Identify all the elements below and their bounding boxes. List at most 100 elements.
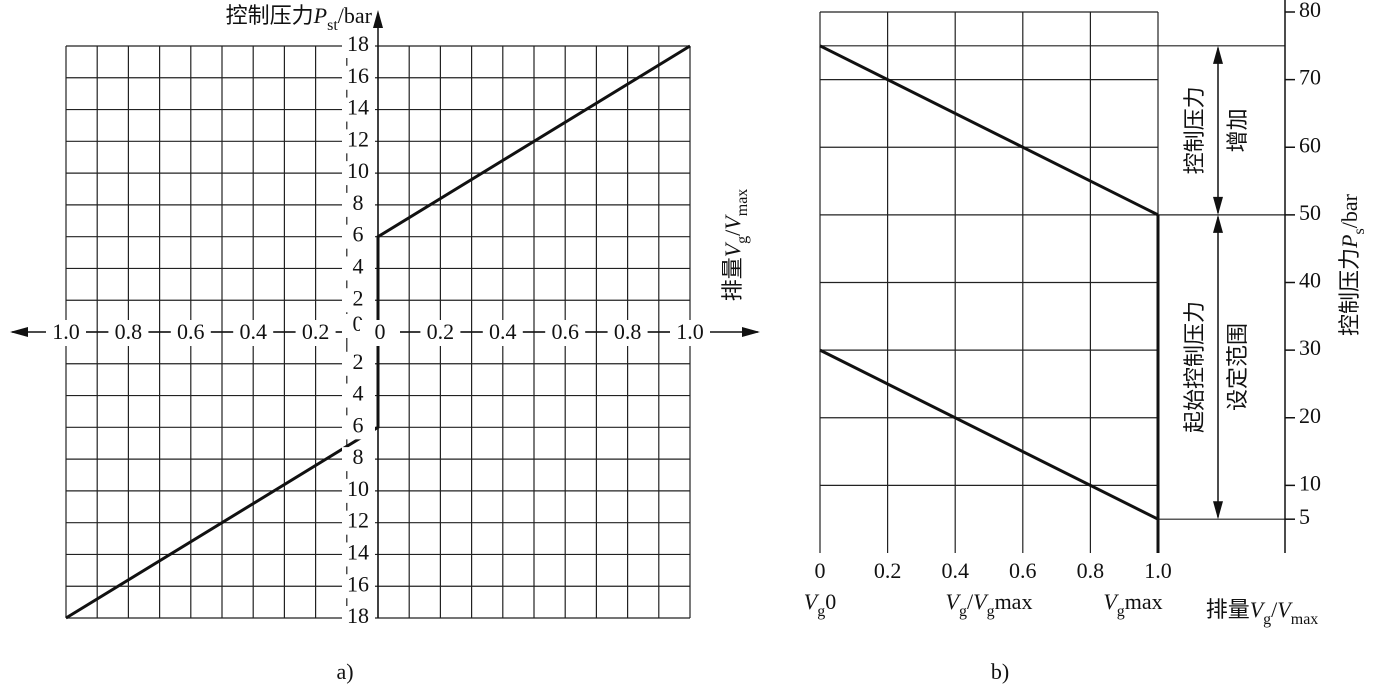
- annotation-text: 起始控制压力: [1182, 301, 1207, 433]
- arrow-head: [10, 327, 28, 337]
- label-part: 0: [825, 589, 836, 614]
- annotation-text: 增加: [1225, 108, 1250, 152]
- label-part: V: [946, 589, 962, 614]
- x-tick-label: 0.6: [177, 319, 205, 344]
- label-bg: [342, 161, 375, 186]
- data-line: [819, 348, 1159, 521]
- label-bg: [670, 320, 710, 346]
- label-part: max: [734, 189, 751, 217]
- y-tick-label: 4: [353, 253, 364, 278]
- x-tick-label: 0.8: [614, 319, 642, 344]
- x-note: Vg/Vgmax: [946, 589, 1033, 620]
- y-tick-label: 80: [1299, 0, 1321, 22]
- label-bg: [108, 320, 149, 346]
- data-line: [819, 44, 1159, 217]
- label-bg: [342, 224, 375, 249]
- y-tick-label: 10: [1299, 470, 1321, 495]
- y-tick-label: 0: [353, 311, 364, 336]
- label-bg: [607, 320, 648, 346]
- label-part: max: [1125, 589, 1163, 614]
- label-bg: [342, 97, 375, 122]
- x-tick-label: 0.2: [427, 319, 455, 344]
- arrow-head: [1213, 501, 1223, 520]
- y-tick-label: 2: [353, 349, 364, 374]
- label-part: 控制压力: [1337, 248, 1362, 336]
- label-part: g: [734, 236, 751, 244]
- label-bg: [420, 320, 461, 346]
- x-tick-label: 0.2: [302, 319, 330, 344]
- data-line: [376, 44, 691, 332]
- label-part: /bar: [1337, 193, 1362, 228]
- y-tick-label: 6: [353, 412, 364, 437]
- label-bg: [342, 542, 375, 567]
- label-bg: [342, 478, 375, 503]
- caption: b): [991, 659, 1009, 684]
- y-axis-title: 控制压力Pst/bar: [226, 3, 373, 34]
- label-bg: [545, 320, 586, 346]
- label-bg: [170, 320, 211, 346]
- x-tick-label: 0.6: [551, 319, 579, 344]
- label-part: max: [995, 589, 1033, 614]
- label-part: V: [720, 241, 745, 257]
- label-bg: [342, 256, 375, 281]
- y-tick-label: 12: [347, 508, 369, 533]
- x-note: Vg0: [804, 589, 836, 620]
- y-tick-label: 12: [347, 126, 369, 151]
- x-tick-label: 1.0: [1144, 558, 1172, 583]
- y-tick-label: 30: [1299, 335, 1321, 360]
- label-part: /: [720, 229, 745, 236]
- x-note: Vgmax: [1103, 589, 1162, 620]
- label-bg: [342, 510, 375, 535]
- x-tick-label: 0.8: [115, 319, 143, 344]
- label-part: g: [817, 603, 825, 620]
- label-part: 排量: [1206, 597, 1250, 622]
- y-tick-label: 10: [347, 158, 369, 183]
- label-part: g: [959, 603, 967, 620]
- label-bg: [342, 65, 375, 90]
- label-bg: [482, 320, 523, 346]
- label-part: /bar: [338, 3, 373, 28]
- y-tick-label: 10: [347, 476, 369, 501]
- x-tick-label: 0.6: [1009, 558, 1037, 583]
- y-tick-label: 50: [1299, 200, 1321, 225]
- label-part: 排量: [720, 257, 745, 301]
- annotation-text: 设定范围: [1225, 323, 1250, 411]
- data-line: [65, 332, 380, 620]
- arrow-head: [373, 10, 383, 28]
- caption: a): [336, 659, 353, 684]
- label-part: P: [313, 3, 327, 28]
- x-tick-label: 1.0: [52, 319, 80, 344]
- x-axis-title: 排量Vg/Vmax: [1206, 597, 1319, 628]
- label-bg: [342, 415, 375, 440]
- label-bg: [342, 288, 375, 313]
- label-bg: [342, 34, 375, 58]
- label-bg: [342, 129, 375, 154]
- y-tick-label: 18: [347, 31, 369, 56]
- label-part: V: [1250, 597, 1266, 622]
- y-tick-label: 20: [1299, 403, 1321, 428]
- label-part: V: [804, 589, 820, 614]
- y-tick-label: 40: [1299, 268, 1321, 293]
- arrow-head: [1213, 45, 1223, 64]
- label-bg: [342, 606, 375, 630]
- label-bg: [342, 192, 375, 217]
- arrow-head: [742, 327, 760, 337]
- y-tick-label: 60: [1299, 132, 1321, 157]
- arrow-head: [1213, 214, 1223, 233]
- x-tick-label: 0: [375, 319, 386, 344]
- label-part: P: [1337, 234, 1362, 248]
- label-part: g: [987, 603, 995, 620]
- label-part: max: [1291, 611, 1319, 628]
- label-part: g: [1263, 611, 1271, 628]
- y-tick-label: 16: [347, 571, 369, 596]
- label-part: V: [973, 589, 989, 614]
- y-tick-label: 5: [1299, 504, 1310, 529]
- label-bg: [342, 351, 375, 376]
- label-bg: [360, 320, 400, 346]
- label-part: V: [1103, 589, 1119, 614]
- label-bg: [342, 383, 375, 408]
- label-bg: [295, 320, 336, 346]
- y-tick-label: 8: [353, 444, 364, 469]
- y-tick-label: 8: [353, 190, 364, 215]
